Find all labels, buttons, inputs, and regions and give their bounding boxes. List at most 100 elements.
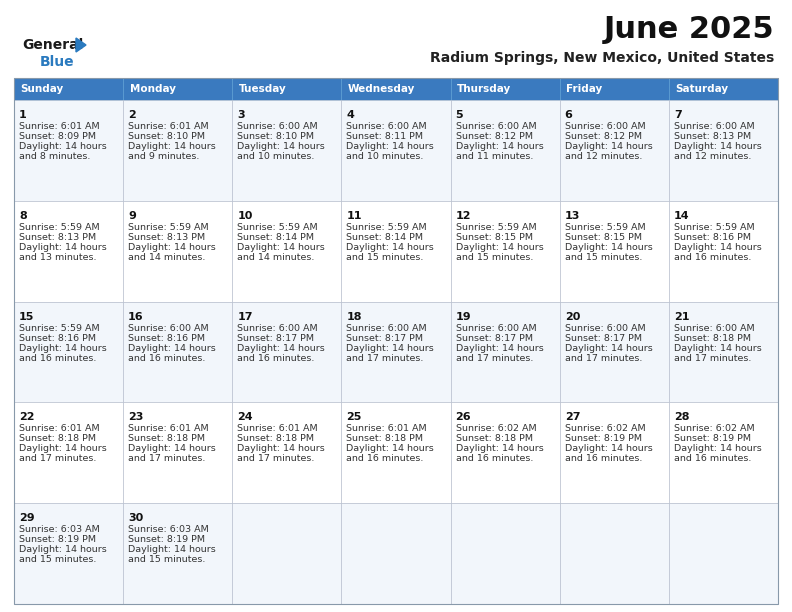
Text: and 15 minutes.: and 15 minutes. (128, 555, 205, 564)
Text: Sunset: 8:14 PM: Sunset: 8:14 PM (238, 233, 314, 242)
Text: Sunrise: 6:01 AM: Sunrise: 6:01 AM (346, 424, 427, 433)
Bar (451, 78, 560, 100)
Text: Sunrise: 5:59 AM: Sunrise: 5:59 AM (674, 223, 755, 232)
Text: Sunset: 8:13 PM: Sunset: 8:13 PM (19, 233, 96, 242)
Text: Sunset: 8:19 PM: Sunset: 8:19 PM (19, 536, 96, 544)
Text: Sunrise: 5:59 AM: Sunrise: 5:59 AM (128, 223, 209, 232)
Text: Sunset: 8:19 PM: Sunset: 8:19 PM (565, 435, 642, 444)
Text: 20: 20 (565, 312, 580, 321)
Bar (341, 403, 451, 503)
Text: Sunset: 8:12 PM: Sunset: 8:12 PM (455, 132, 532, 141)
Text: Daylight: 14 hours: Daylight: 14 hours (238, 243, 325, 252)
Text: Sunset: 8:13 PM: Sunset: 8:13 PM (674, 132, 751, 141)
Text: Wednesday: Wednesday (348, 84, 415, 94)
Text: and 16 minutes.: and 16 minutes. (19, 354, 97, 362)
Text: and 12 minutes.: and 12 minutes. (565, 152, 642, 161)
Text: Sunrise: 6:00 AM: Sunrise: 6:00 AM (674, 324, 755, 332)
Text: Sunday: Sunday (21, 84, 64, 94)
Bar (669, 78, 778, 100)
Text: 30: 30 (128, 513, 143, 523)
Text: Monday: Monday (130, 84, 176, 94)
Text: 18: 18 (346, 312, 362, 321)
Text: and 16 minutes.: and 16 minutes. (674, 454, 752, 463)
Text: and 9 minutes.: and 9 minutes. (128, 152, 200, 161)
Text: 10: 10 (238, 211, 253, 221)
Bar (232, 403, 341, 503)
Text: Daylight: 14 hours: Daylight: 14 hours (128, 545, 216, 554)
Bar (669, 503, 778, 604)
Text: Sunrise: 5:59 AM: Sunrise: 5:59 AM (346, 223, 427, 232)
Text: and 16 minutes.: and 16 minutes. (565, 454, 642, 463)
Bar (451, 302, 560, 403)
Text: and 16 minutes.: and 16 minutes. (128, 354, 205, 362)
Text: and 15 minutes.: and 15 minutes. (455, 253, 533, 262)
Text: and 12 minutes.: and 12 minutes. (674, 152, 752, 161)
Text: Sunrise: 6:00 AM: Sunrise: 6:00 AM (565, 324, 645, 332)
Bar (560, 78, 669, 100)
Text: Daylight: 14 hours: Daylight: 14 hours (455, 343, 543, 353)
Text: Daylight: 14 hours: Daylight: 14 hours (565, 444, 653, 453)
Bar (451, 100, 560, 201)
Text: Sunset: 8:18 PM: Sunset: 8:18 PM (674, 334, 751, 343)
Text: Daylight: 14 hours: Daylight: 14 hours (674, 243, 762, 252)
Text: Daylight: 14 hours: Daylight: 14 hours (565, 142, 653, 151)
Bar (451, 503, 560, 604)
Bar (669, 302, 778, 403)
Text: Sunset: 8:18 PM: Sunset: 8:18 PM (346, 435, 424, 444)
Text: Sunset: 8:19 PM: Sunset: 8:19 PM (674, 435, 751, 444)
Text: Daylight: 14 hours: Daylight: 14 hours (238, 343, 325, 353)
Text: and 14 minutes.: and 14 minutes. (128, 253, 205, 262)
Text: Sunrise: 6:00 AM: Sunrise: 6:00 AM (346, 324, 427, 332)
Text: Sunset: 8:11 PM: Sunset: 8:11 PM (346, 132, 424, 141)
Bar (232, 503, 341, 604)
Text: Blue: Blue (40, 55, 74, 69)
Text: 16: 16 (128, 312, 144, 321)
Text: Sunrise: 6:01 AM: Sunrise: 6:01 AM (128, 424, 209, 433)
Text: 11: 11 (346, 211, 362, 221)
Text: and 17 minutes.: and 17 minutes. (19, 454, 97, 463)
Text: Sunrise: 5:59 AM: Sunrise: 5:59 AM (238, 223, 318, 232)
Text: and 16 minutes.: and 16 minutes. (346, 454, 424, 463)
Text: Sunset: 8:18 PM: Sunset: 8:18 PM (238, 435, 314, 444)
Text: and 15 minutes.: and 15 minutes. (19, 555, 97, 564)
Text: Tuesday: Tuesday (239, 84, 287, 94)
Text: Sunset: 8:18 PM: Sunset: 8:18 PM (19, 435, 96, 444)
Bar (669, 403, 778, 503)
Bar (123, 503, 232, 604)
Text: Daylight: 14 hours: Daylight: 14 hours (674, 444, 762, 453)
Text: 7: 7 (674, 110, 682, 120)
Text: and 15 minutes.: and 15 minutes. (565, 253, 642, 262)
Text: Sunrise: 6:02 AM: Sunrise: 6:02 AM (674, 424, 755, 433)
Bar (14, 78, 778, 604)
Text: 2: 2 (128, 110, 136, 120)
Text: Daylight: 14 hours: Daylight: 14 hours (238, 142, 325, 151)
Text: Daylight: 14 hours: Daylight: 14 hours (346, 343, 434, 353)
Text: Sunset: 8:17 PM: Sunset: 8:17 PM (346, 334, 424, 343)
Text: and 10 minutes.: and 10 minutes. (238, 152, 314, 161)
Bar (560, 100, 669, 201)
Text: 8: 8 (19, 211, 27, 221)
Text: 14: 14 (674, 211, 690, 221)
Text: June 2025: June 2025 (604, 15, 774, 45)
Text: 23: 23 (128, 412, 143, 422)
Bar (123, 302, 232, 403)
Text: Sunrise: 6:00 AM: Sunrise: 6:00 AM (238, 324, 318, 332)
Text: Daylight: 14 hours: Daylight: 14 hours (19, 444, 107, 453)
Text: Sunset: 8:17 PM: Sunset: 8:17 PM (238, 334, 314, 343)
Bar (451, 403, 560, 503)
Text: Sunrise: 6:01 AM: Sunrise: 6:01 AM (19, 424, 100, 433)
Text: Daylight: 14 hours: Daylight: 14 hours (565, 343, 653, 353)
Text: 1: 1 (19, 110, 27, 120)
Text: Sunrise: 6:03 AM: Sunrise: 6:03 AM (128, 525, 209, 534)
Text: 12: 12 (455, 211, 471, 221)
Text: Sunset: 8:16 PM: Sunset: 8:16 PM (128, 334, 205, 343)
Text: 17: 17 (238, 312, 253, 321)
Text: Sunset: 8:12 PM: Sunset: 8:12 PM (565, 132, 642, 141)
Bar (123, 201, 232, 302)
Bar (14, 503, 123, 604)
Text: 13: 13 (565, 211, 580, 221)
Text: Daylight: 14 hours: Daylight: 14 hours (455, 444, 543, 453)
Text: Sunrise: 6:01 AM: Sunrise: 6:01 AM (128, 122, 209, 131)
Text: Sunset: 8:13 PM: Sunset: 8:13 PM (128, 233, 205, 242)
Text: and 16 minutes.: and 16 minutes. (238, 354, 314, 362)
